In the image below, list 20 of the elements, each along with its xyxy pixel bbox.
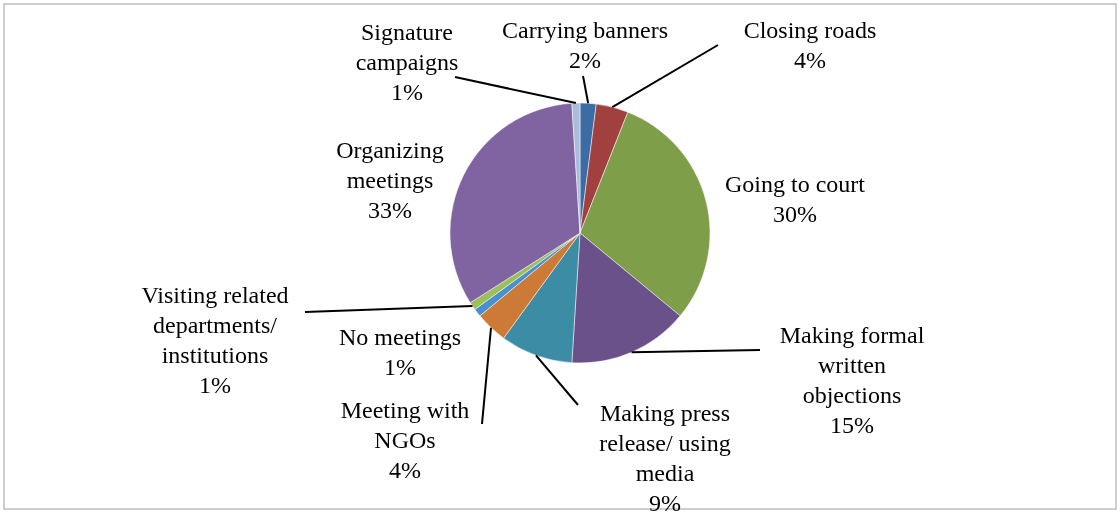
slice-label: Visiting related departments/ institutions	[141, 282, 289, 368]
slice-label: Meeting with NGOs	[340, 397, 470, 453]
data-label: 15%	[830, 412, 874, 438]
data-label: 4%	[794, 47, 826, 73]
slice-label: Organizing meetings	[336, 137, 444, 193]
slice-label: Carrying banners	[502, 17, 668, 43]
slice-label: Closing roads	[743, 17, 877, 43]
slice-label: Signature campaigns	[355, 19, 459, 75]
slice-label: No meetings	[339, 324, 461, 350]
data-label: 1%	[384, 354, 416, 380]
data-label: 1%	[391, 79, 423, 105]
slice-label: Going to court	[725, 171, 866, 197]
data-label: 33%	[368, 197, 412, 223]
slice-label: Making press release/ using media	[599, 400, 731, 486]
slice-label: Making formal written objections	[779, 322, 925, 408]
data-label: 9%	[649, 490, 681, 513]
data-label: 1%	[199, 372, 231, 398]
data-label: 30%	[773, 201, 817, 227]
data-label: 2%	[569, 47, 601, 73]
data-label: 4%	[389, 457, 421, 483]
